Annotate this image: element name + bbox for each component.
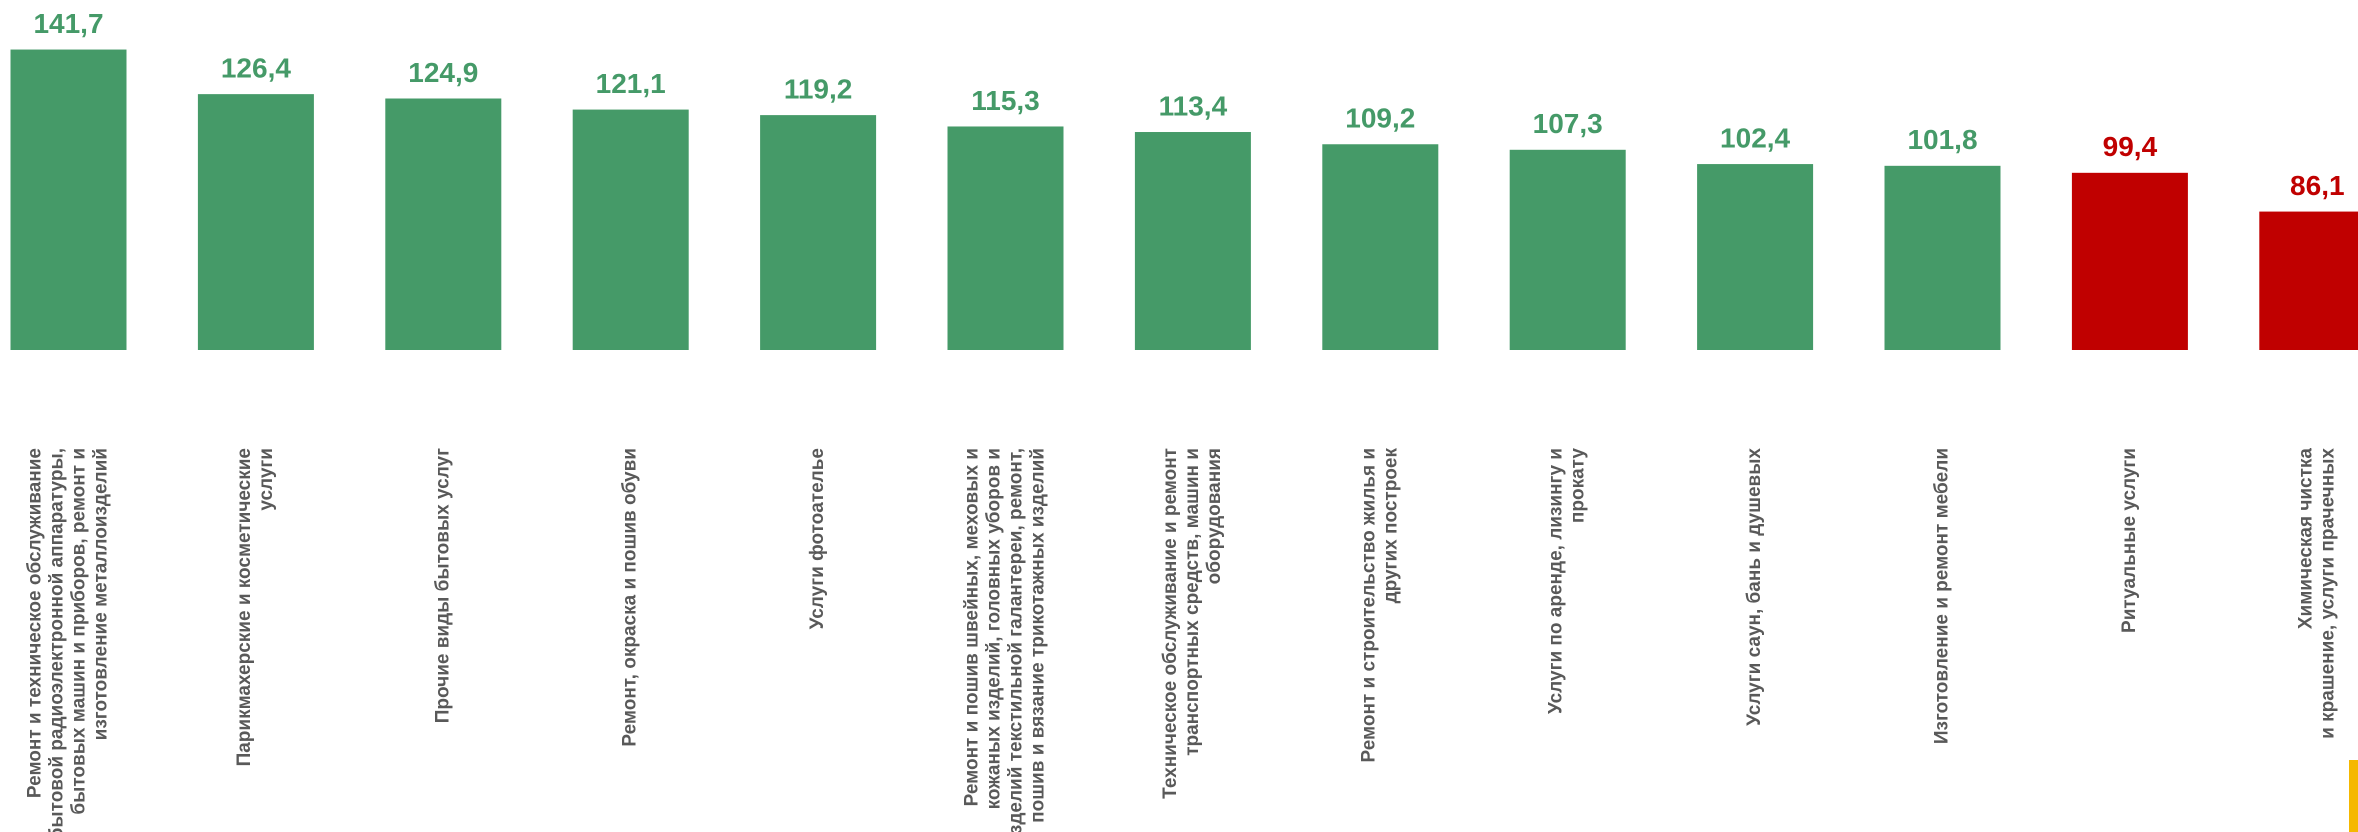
value-label: 119,2	[784, 74, 853, 105]
value-label: 115,3	[971, 85, 1040, 116]
value-label: 102,4	[1720, 122, 1790, 153]
category-label: кожаных изделий, головных уборов и	[984, 448, 1005, 809]
category-label: Парикмахерские и косметические	[234, 448, 255, 766]
category-label: Ремонт, окраска и пошив обуви	[620, 448, 641, 747]
value-label: 124,9	[408, 57, 478, 88]
category-label: транспортных средств, машин и	[1182, 448, 1203, 756]
value-label: 121,1	[596, 68, 666, 99]
value-label: 101,8	[1907, 124, 1977, 155]
category-label: Изготовление и ремонт мебели	[1932, 448, 1953, 744]
category-label: Ремонт и строительство жилья и	[1358, 448, 1379, 762]
bar	[1884, 165, 2001, 350]
category-label: Услуги фотоателье	[807, 448, 828, 629]
category-label: Услуги саун, бань и душевых	[1744, 448, 1765, 726]
value-label: 109,2	[1345, 103, 1415, 134]
category-label: Ремонт и пошив швейных, меховых и	[962, 448, 983, 806]
category-label: оборудования	[1204, 448, 1225, 584]
value-label: 99,4	[2103, 131, 2158, 162]
category-label: и крашение, услуги прачечных	[2317, 448, 2338, 739]
bar	[385, 98, 502, 350]
category-label: прокату	[1568, 448, 1589, 524]
bar	[1322, 144, 1439, 350]
category-label: других построек	[1380, 448, 1401, 604]
bar	[572, 109, 689, 351]
bar	[1509, 149, 1626, 350]
bar	[760, 115, 877, 351]
bar	[10, 49, 127, 350]
category-label: Химическая чистка	[2295, 448, 2316, 630]
bar	[1697, 164, 1814, 350]
category-label: пошив и вязание трикотажных изделий	[1028, 448, 1049, 823]
value-label: 86,1	[2290, 170, 2345, 201]
category-label: Ритуальные услуги	[2119, 448, 2140, 633]
bar	[1134, 132, 1251, 350]
value-label: 107,3	[1533, 108, 1603, 139]
value-label: 126,4	[221, 53, 291, 84]
category-label: Прочие виды бытовых услуг	[432, 448, 453, 723]
bar	[2071, 172, 2188, 350]
category-label: бытовых машин и приборов, ремонт и	[69, 448, 90, 815]
value-label: 141,7	[33, 8, 103, 39]
bar	[197, 94, 314, 351]
category-label: изделий текстильной галантереи, ремонт,	[1006, 448, 1027, 832]
category-label: услуги	[256, 448, 277, 511]
decor-strip	[2349, 760, 2358, 832]
category-label: Услуги по аренде, лизингу и	[1546, 448, 1567, 714]
bar	[947, 126, 1064, 350]
category-label: Ремонт и техническое обслуживание	[25, 448, 46, 798]
category-label: Техническое обслуживание и ремонт	[1160, 448, 1181, 799]
category-label: бытовой радиоэлектронной аппаратуры,	[47, 448, 68, 832]
category-label: изготовление металлоизделий	[91, 448, 112, 740]
bar	[2259, 211, 2358, 350]
value-label: 113,4	[1159, 90, 1228, 121]
